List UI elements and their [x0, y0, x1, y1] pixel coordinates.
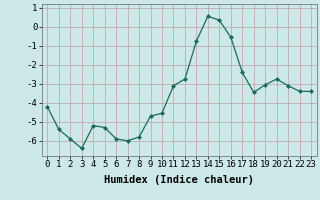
X-axis label: Humidex (Indice chaleur): Humidex (Indice chaleur): [104, 175, 254, 185]
